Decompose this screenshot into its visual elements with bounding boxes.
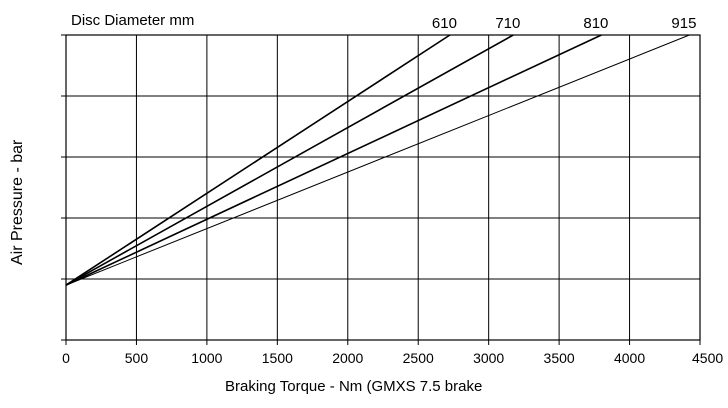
series-line-610 xyxy=(65,34,451,286)
series-lines xyxy=(65,34,690,286)
grid xyxy=(66,35,700,340)
chart-title: Disc Diameter mm xyxy=(71,12,194,29)
x-tick-label: 0 xyxy=(62,350,70,366)
series-line-915 xyxy=(65,34,690,286)
x-tick-label: 4000 xyxy=(614,350,645,366)
series-line-710 xyxy=(65,34,514,286)
x-tick-label: 3500 xyxy=(544,350,575,366)
series-line-810 xyxy=(65,34,602,286)
x-tick-label: 1000 xyxy=(191,350,222,366)
series-label-710: 710 xyxy=(495,15,520,32)
series-label-915: 915 xyxy=(671,15,696,32)
x-tick-label: 2500 xyxy=(403,350,434,366)
series-label-810: 810 xyxy=(583,15,608,32)
x-tick-label: 1500 xyxy=(262,350,293,366)
y-axis-label: Air Pressure - bar xyxy=(9,139,26,265)
x-tick-label: 2000 xyxy=(332,350,363,366)
x-tick-label: 500 xyxy=(125,350,149,366)
series-labels: 610 710 810 915 xyxy=(432,15,697,32)
x-tick-label: 3000 xyxy=(473,350,504,366)
x-tick-labels: 0 500 1000 1500 2000 2500 3000 3500 4000 4500 xyxy=(62,350,723,366)
plot-border xyxy=(65,34,701,341)
series-label-610: 610 xyxy=(432,15,457,32)
plot-frame xyxy=(61,34,701,345)
x-tick-label: 4500 xyxy=(692,350,723,366)
x-axis-label: Braking Torque - Nm (GMXS 7.5 brake xyxy=(225,378,482,395)
